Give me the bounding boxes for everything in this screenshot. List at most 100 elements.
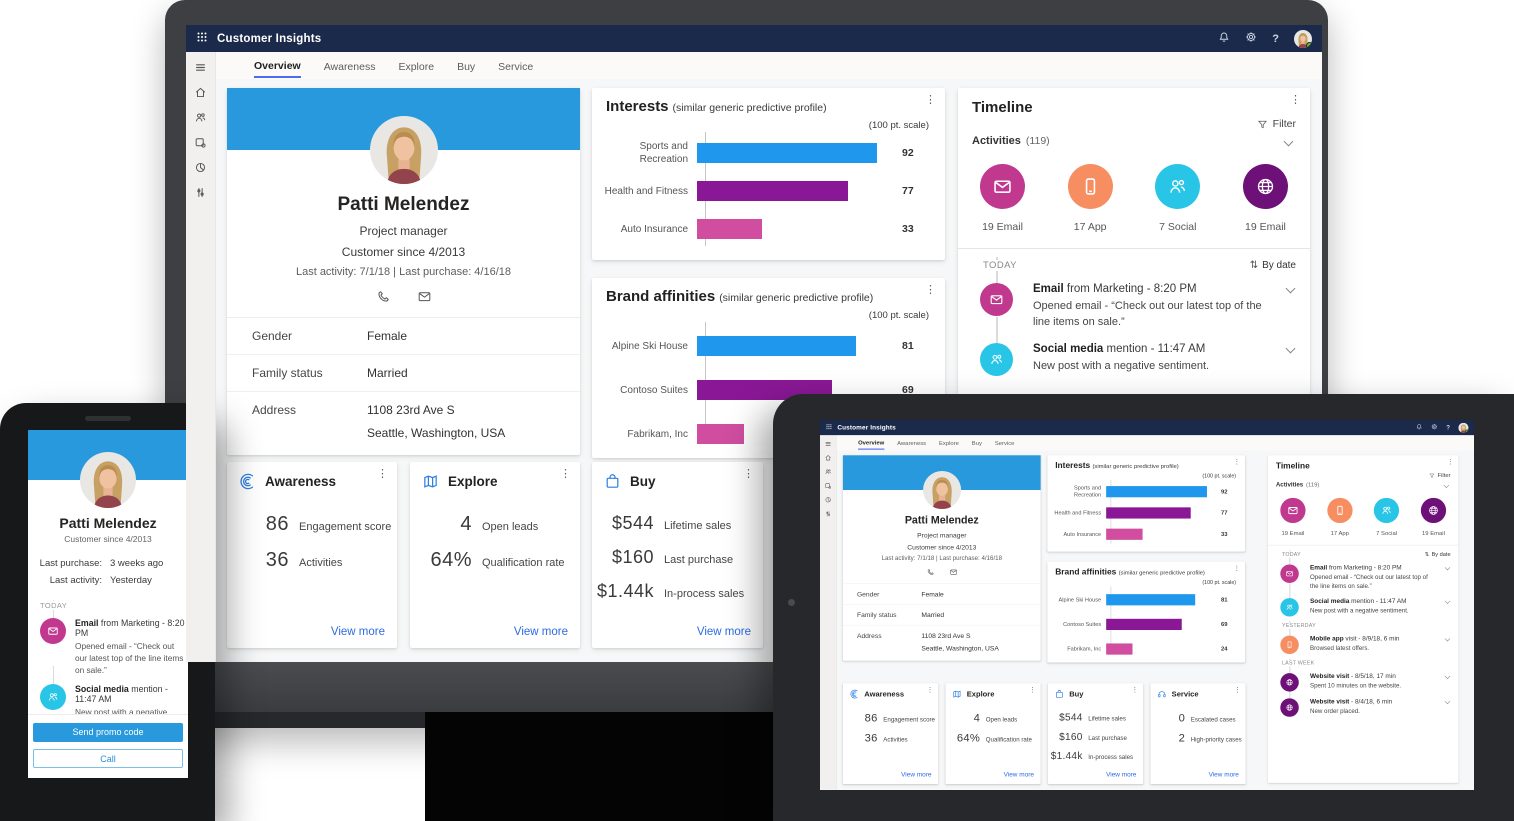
timeline-entry[interactable]: Social media mention - 11:47 AM New post … — [1268, 583, 1458, 617]
info-row: Last activity: Yesterday — [49, 575, 152, 586]
timeline-entry[interactable]: Email from Marketing - 8:20 PM Opened ema… — [28, 599, 188, 676]
tab-buy[interactable]: Buy — [971, 439, 982, 447]
waffle-icon[interactable] — [196, 30, 208, 48]
user-avatar[interactable] — [1458, 422, 1469, 433]
timeline-entry[interactable]: Email from Marketing - 8:20 PM Opened ema… — [1268, 549, 1458, 591]
filter-button[interactable]: Filter — [1276, 472, 1451, 479]
bell-icon[interactable] — [1416, 423, 1423, 433]
bar[interactable] — [697, 336, 856, 356]
hamburger-icon[interactable] — [824, 440, 831, 447]
records-icon[interactable] — [824, 482, 831, 489]
home-icon[interactable] — [824, 454, 831, 461]
analytics-icon[interactable] — [824, 496, 831, 503]
kebab-menu-icon[interactable]: ⋮ — [377, 468, 388, 480]
people-icon[interactable] — [824, 468, 831, 475]
summary-email[interactable]: 19 Email — [1280, 497, 1306, 536]
tab-awareness[interactable]: Awareness — [323, 60, 376, 73]
tab-overview[interactable]: Overview — [858, 436, 885, 450]
kebab-menu-icon[interactable]: ⋮ — [560, 468, 571, 480]
tablet-camera — [788, 599, 795, 606]
tab-service[interactable]: Service — [498, 60, 534, 73]
help-icon[interactable]: ? — [1272, 32, 1279, 45]
timeline-entry[interactable]: Website visit - 8/4/18, 6 min New order p… — [1268, 683, 1458, 717]
view-more-link[interactable]: View more — [1208, 771, 1239, 779]
chevron-down-icon[interactable] — [1443, 482, 1450, 488]
phone-icon[interactable] — [926, 568, 934, 576]
bell-icon[interactable] — [1218, 30, 1230, 48]
kebab-menu-icon[interactable]: ⋮ — [1447, 458, 1454, 466]
view-more-link[interactable]: View more — [901, 771, 932, 779]
summary-email[interactable]: 19 Email — [980, 164, 1025, 233]
kebab-menu-icon[interactable]: ⋮ — [1131, 686, 1139, 694]
tab-service[interactable]: Service — [994, 439, 1015, 447]
kebab-menu-icon[interactable]: ⋮ — [926, 686, 934, 694]
kebab-menu-icon[interactable]: ⋮ — [1290, 94, 1301, 106]
kebab-menu-icon[interactable]: ⋮ — [1234, 686, 1241, 694]
view-more-link[interactable]: View more — [513, 626, 568, 638]
tab-overview[interactable]: Overview — [254, 54, 301, 78]
bar[interactable] — [697, 143, 878, 163]
kebab-menu-icon[interactable]: ⋮ — [1233, 458, 1240, 466]
tab-buy[interactable]: Buy — [457, 60, 476, 73]
kebab-menu-icon[interactable]: ⋮ — [925, 94, 936, 106]
kebab-menu-icon[interactable]: ⋮ — [1029, 686, 1036, 694]
timeline-entry[interactable]: Social media mention - 11:47 AM New post … — [28, 666, 188, 730]
summary-social[interactable]: 7 Social — [1374, 497, 1400, 536]
timeline-entry[interactable]: Email from Marketing - 8:20 PM Opened ema… — [958, 257, 1310, 331]
smartphone-icon — [1085, 178, 1095, 195]
profile-card: Patti Melendez Project manager Customer … — [227, 88, 580, 455]
app-navbar: Customer Insights ? — [186, 25, 1322, 52]
summary-web[interactable]: 19 Email — [1420, 497, 1447, 536]
kebab-menu-icon[interactable]: ⋮ — [1233, 565, 1240, 572]
kebab-menu-icon[interactable]: ⋮ — [743, 468, 754, 480]
home-icon[interactable] — [194, 86, 207, 99]
bar[interactable] — [697, 424, 745, 444]
timeline-entry[interactable]: Mobile app visit - 8/9/18, 6 min Browsed … — [1268, 620, 1458, 655]
interests-card: Interests (similar generic predictive pro… — [592, 88, 945, 260]
map-icon — [422, 473, 439, 490]
sliders-icon[interactable] — [824, 510, 831, 517]
view-more-link[interactable]: View more — [1003, 771, 1034, 779]
timeline-entry[interactable]: Website visit - 8/5/18, 17 min Spent 10 m… — [1268, 658, 1458, 692]
timeline-entry[interactable]: Social media mention - 11:47 AM New post … — [958, 316, 1310, 376]
help-icon[interactable]: ? — [1446, 424, 1450, 431]
email-icon[interactable] — [417, 289, 432, 304]
sort-by-date[interactable]: ⇅ By date — [1424, 551, 1451, 558]
bar[interactable] — [697, 181, 848, 201]
explore-card: ⋮ Explore 4 Open leads 64% Qualification r… — [945, 683, 1041, 784]
send-promo-code-button[interactable]: Send promo code — [33, 723, 183, 742]
funnel-icon — [1257, 120, 1267, 128]
bar[interactable] — [697, 219, 762, 239]
kebab-menu-icon[interactable]: ⋮ — [925, 284, 936, 296]
summary-web[interactable]: 19 Email — [1242, 164, 1288, 233]
tab-explore[interactable]: Explore — [398, 60, 435, 73]
brand-affinities-card: Brand affinities (similar generic predict… — [1047, 561, 1246, 663]
gear-icon[interactable] — [1431, 423, 1438, 433]
waffle-icon[interactable] — [826, 423, 833, 433]
bar-row: Sports and Recreation 92 — [639, 141, 914, 165]
sort-icon: ⇅ — [1249, 260, 1259, 271]
tab-explore[interactable]: Explore — [938, 439, 959, 447]
gear-icon[interactable] — [1245, 30, 1257, 48]
summary-app[interactable]: 17 App — [1067, 164, 1113, 233]
summary-social[interactable]: 7 Social — [1155, 164, 1201, 233]
call-button[interactable]: Call — [33, 749, 183, 768]
view-more-link[interactable]: View more — [330, 626, 385, 638]
user-avatar[interactable] — [1294, 29, 1312, 48]
filter-button[interactable]: Filter — [972, 118, 1296, 130]
chevron-down-icon[interactable] — [1283, 136, 1294, 146]
phone-icon[interactable] — [376, 289, 391, 304]
hamburger-icon[interactable] — [194, 61, 207, 74]
records-icon[interactable] — [194, 136, 207, 149]
sliders-icon[interactable] — [194, 186, 207, 199]
view-more-link[interactable]: View more — [1106, 771, 1137, 779]
tablet-screen: Customer Insights ? — [820, 420, 1474, 790]
view-more-link[interactable]: View more — [696, 626, 751, 638]
email-icon[interactable] — [949, 568, 957, 576]
summary-app[interactable]: 17 App — [1327, 497, 1353, 536]
analytics-icon[interactable] — [194, 161, 207, 174]
sort-by-date[interactable]: ⇅ By date — [1249, 260, 1296, 271]
tab-awareness[interactable]: Awareness — [897, 439, 927, 447]
people-icon[interactable] — [194, 111, 207, 124]
